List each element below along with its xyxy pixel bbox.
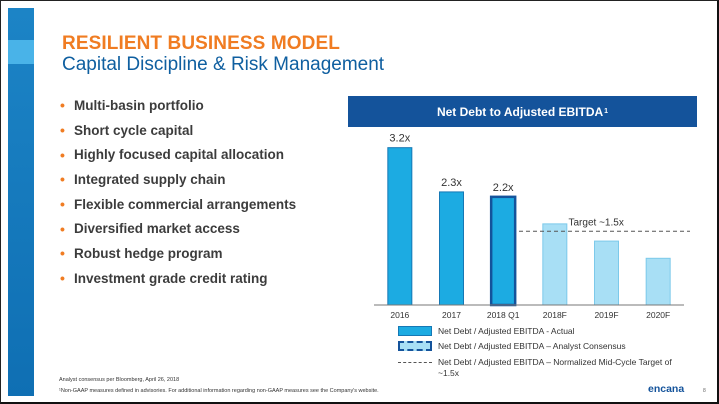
bar-2016 <box>387 147 413 306</box>
value-label: 3.2x <box>389 133 410 145</box>
bullet-text: Diversified market access <box>74 221 240 237</box>
bullet-dot-icon: • <box>60 270 65 287</box>
bullet-item: • Integrated supply chain <box>60 167 296 192</box>
legend-item-consensus: Net Debt / Adjusted EBITDA – Analyst Con… <box>398 341 626 351</box>
bullet-dot-icon: • <box>60 122 65 139</box>
category-label: 2018F <box>543 310 567 320</box>
category-label: 2019F <box>594 310 618 320</box>
target-label: Target ~1.5x <box>569 217 624 228</box>
slide-title: RESILIENT BUSINESS MODEL <box>62 33 340 54</box>
bullet-dot-icon: • <box>60 245 65 262</box>
legend-label-actual: Net Debt / Adjusted EBITDA - Actual <box>438 326 575 336</box>
bullet-item: • Multi-basin portfolio <box>60 93 296 118</box>
encana-logo: encana <box>648 383 685 395</box>
legend-swatch-target <box>398 357 432 363</box>
category-label: 2020F <box>646 310 670 320</box>
bullet-item: • Flexible commercial arrangements <box>60 192 296 217</box>
bullet-dot-icon: • <box>60 220 65 237</box>
bullet-dot-icon: • <box>60 196 65 213</box>
value-label: 2.2x <box>493 182 514 194</box>
value-label: 2.3x <box>441 177 462 189</box>
legend-swatch-actual <box>398 326 432 336</box>
bullet-item: • Short cycle capital <box>60 118 296 143</box>
sidebar-band <box>8 8 34 396</box>
bar-2019f <box>594 240 619 306</box>
bullet-text: Highly focused capital allocation <box>74 147 285 163</box>
bullet-dot-icon: • <box>60 146 65 163</box>
category-label: 2018 Q1 <box>487 310 520 320</box>
chart-title-text: Net Debt to Adjusted EBITDA <box>436 104 604 119</box>
chart-title-superscript: 1 <box>604 108 609 115</box>
bullet-dot-icon: • <box>60 97 65 114</box>
chart-title: Net Debt to Adjusted EBITDA 1 <box>348 96 697 127</box>
bullet-list: • Multi-basin portfolio • Short cycle capi… <box>60 93 296 291</box>
bullet-item: • Investment grade credit rating <box>60 266 296 291</box>
legend-swatch-consensus <box>398 341 432 351</box>
category-label: 2017 <box>442 310 461 320</box>
bullet-text: Short cycle capital <box>74 122 194 138</box>
sidebar-accent <box>8 40 34 64</box>
page-number: 8 <box>703 388 706 394</box>
legend-item-actual: Net Debt / Adjusted EBITDA - Actual <box>398 326 575 336</box>
bullet-text: Flexible commercial arrangements <box>74 196 297 212</box>
bar-2017 <box>439 191 464 306</box>
bar-2018f <box>542 223 568 306</box>
bar-2020f <box>645 257 671 306</box>
footnote-consensus: Analyst consensus per Bloomberg, April 2… <box>59 377 180 383</box>
legend-label-consensus: Net Debt / Adjusted EBITDA – Analyst Con… <box>438 341 626 351</box>
slide-subtitle: Capital Discipline & Risk Management <box>62 54 385 75</box>
bullet-item: • Robust hedge program <box>60 241 296 266</box>
bullet-item: • Highly focused capital allocation <box>60 142 296 167</box>
bullet-item: • Diversified market access <box>60 216 296 241</box>
bullet-dot-icon: • <box>60 171 65 188</box>
category-label: 2016 <box>390 310 409 320</box>
footnote-nongaap: ¹Non-GAAP measures defined in advisories… <box>59 388 379 394</box>
bullet-text: Integrated supply chain <box>74 171 226 187</box>
legend-item-target: Net Debt / Adjusted EBITDA – Normalized … <box>398 357 688 379</box>
legend-label-target: Net Debt / Adjusted EBITDA – Normalized … <box>438 357 672 378</box>
bar-2018-q1 <box>489 195 517 307</box>
bullet-text: Investment grade credit rating <box>74 270 268 286</box>
bullet-text: Robust hedge program <box>74 245 223 261</box>
bullet-text: Multi-basin portfolio <box>74 97 204 113</box>
